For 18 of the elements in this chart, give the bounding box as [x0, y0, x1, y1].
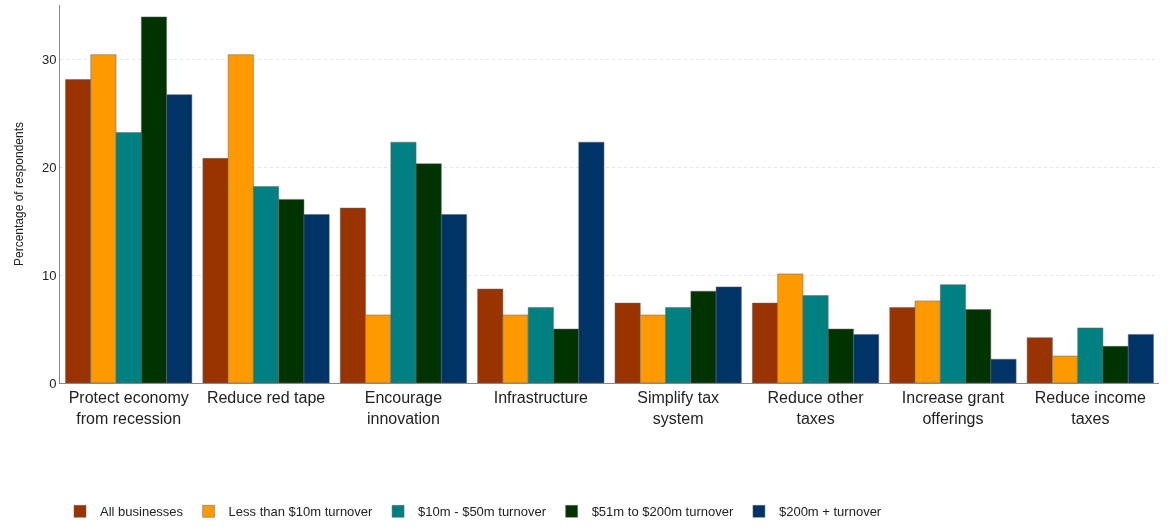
y-axis-title: Percentage of respondents	[12, 121, 27, 267]
y-tick-label: 20	[41, 159, 57, 175]
x-tick-label: Increase grant offerings	[901, 389, 1005, 427]
legend-label: $10m - $50m turnover	[418, 504, 547, 520]
x-tick-label: Reduce red tape	[206, 389, 326, 407]
x-tick-label: Encourage innovation	[364, 389, 443, 427]
legend-label: $200m + turnover	[778, 504, 882, 520]
y-tick-label: 10	[41, 267, 57, 283]
x-tick-label: Reduce other taxes	[767, 389, 865, 427]
y-tick-label: 0	[49, 375, 57, 391]
legend-label: All businesses	[100, 504, 184, 520]
x-tick-label: Protect economy from recession	[68, 389, 189, 427]
x-tick-label: Simplify tax system	[637, 389, 720, 427]
x-tick-label: Reduce income taxes	[1034, 389, 1146, 427]
y-tick-label: 30	[41, 51, 57, 67]
legend-label: Less than $10m turnover	[228, 504, 374, 520]
legend-label: $51m to $200m turnover	[591, 504, 734, 520]
x-tick-label: Infrastructure	[493, 389, 589, 407]
